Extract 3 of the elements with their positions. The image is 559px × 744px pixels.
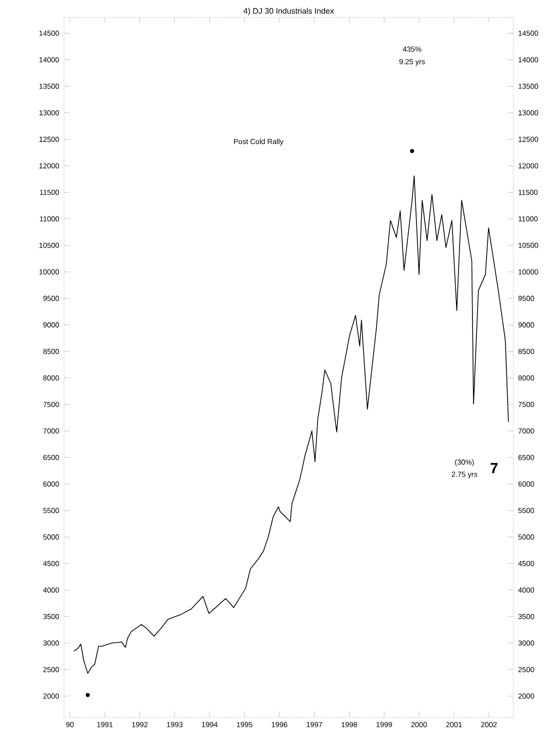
- annotation: 7: [490, 463, 498, 474]
- line-series: [73, 175, 509, 674]
- chart-title: 4) DJ 30 Industrials Index: [243, 8, 334, 16]
